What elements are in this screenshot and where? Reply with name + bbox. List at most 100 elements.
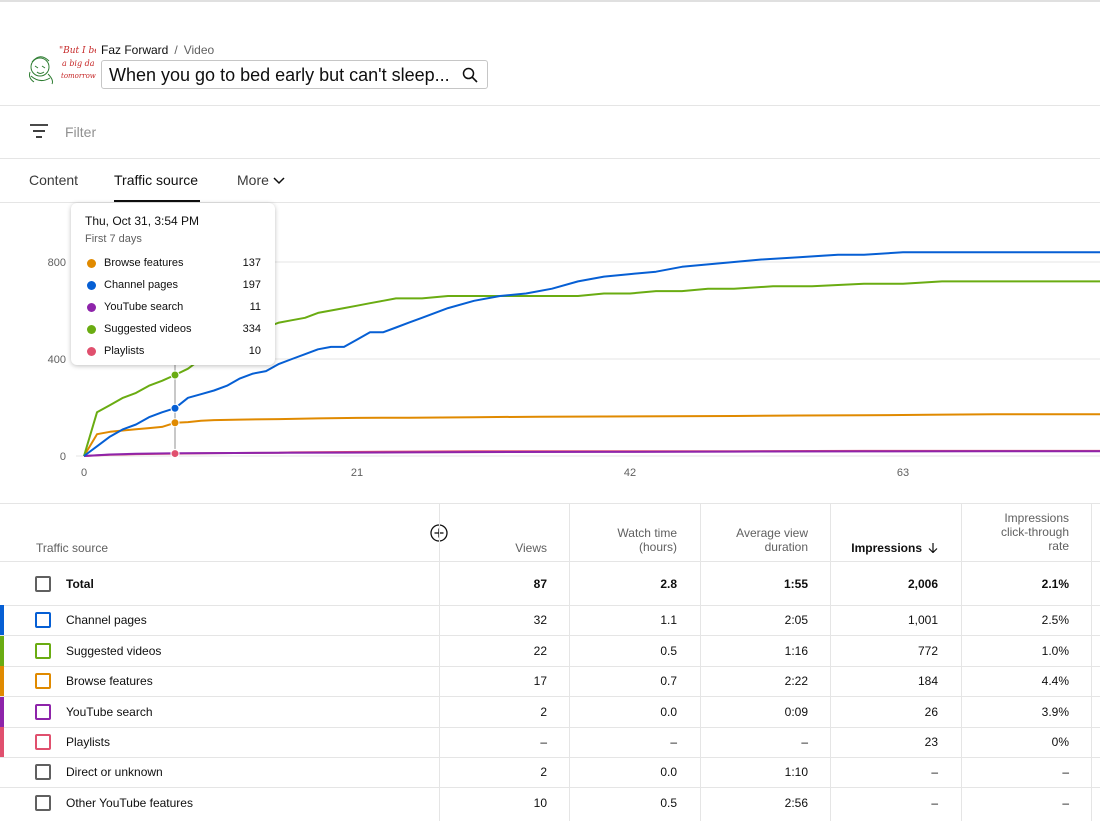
column-header-line: Average view [736,526,808,540]
table-row[interactable]: Suggested videos 22 0.5 1:16 772 1.0% [0,636,1100,666]
avatar-handwriting-2: a big da [62,59,95,68]
row-cell-avg-duration: 1:16 [784,644,808,658]
row-cell-watch-time: 0.5 [660,644,677,658]
row-checkbox[interactable] [35,734,51,750]
row-cell-ctr: – [1062,765,1069,779]
column-header-impressions[interactable]: Impressions [851,541,938,555]
row-cell-watch-time: 2.8 [660,576,677,591]
tooltip-row-name: Channel pages [104,279,179,291]
row-divider [0,666,1100,667]
row-source-name: Total [66,576,94,591]
row-cell-impressions: – [931,796,938,810]
tooltip-dot [87,259,96,268]
y-tick-label: 0 [60,451,66,463]
row-cell-views: 32 [533,613,547,627]
tooltip-row-value: 334 [242,323,261,335]
row-checkbox[interactable] [35,704,51,720]
row-cell-avg-duration: 2:56 [784,796,808,810]
column-header-watch-time[interactable]: Watch time (hours) [617,526,677,554]
table-row[interactable]: Playlists – – – 23 0% [0,727,1100,757]
row-cell-avg-duration: 2:22 [784,674,808,688]
row-cell-impressions: 2,006 [907,576,938,591]
breadcrumb-separator: / [174,43,178,57]
breadcrumb-channel[interactable]: Faz Forward [101,43,169,57]
x-tick-label: 0 [81,467,87,479]
row-source-name: Direct or unknown [66,765,163,779]
search-icon[interactable] [462,67,478,83]
tab-more-label: More [237,172,269,188]
filter-input[interactable]: Filter [65,124,97,140]
video-selector[interactable]: When you go to bed early but can't sleep… [101,60,488,89]
row-cell-avg-duration: 1:55 [783,576,808,591]
row-checkbox[interactable] [35,643,51,659]
active-tab-indicator [114,200,200,202]
table-row[interactable]: Channel pages 32 1.1 2:05 1,001 2.5% [0,605,1100,635]
avatar-handwriting-1: "But I be [59,46,96,56]
tab-traffic-source[interactable]: Traffic source [114,172,199,188]
series-line-suggested-videos[interactable] [83,280,1100,457]
tab-more[interactable]: More [237,172,285,188]
series-color-stripe [0,697,4,727]
row-source-name: Suggested videos [66,644,162,658]
row-divider [0,787,1100,788]
column-header-views[interactable]: Views [515,541,547,555]
row-checkbox[interactable] [35,612,51,628]
sort-descending-icon [928,543,938,553]
tooltip-row-name: Suggested videos [104,323,192,335]
row-cell-views: 17 [533,674,547,688]
series-color-stripe [0,666,4,696]
hover-point-playlists [170,449,180,459]
row-cell-watch-time: 0.5 [660,796,677,810]
video-title[interactable]: When you go to bed early but can't sleep… [109,65,450,85]
row-cell-watch-time: 0.0 [660,765,677,779]
row-cell-watch-time: – [670,735,677,749]
series-color-stripe [0,636,4,666]
table-row[interactable]: Other YouTube features 10 0.5 2:56 – – [0,788,1100,818]
table-row[interactable]: YouTube search 2 0.0 0:09 26 3.9% [0,697,1100,727]
column-header-line: rate [1048,539,1069,553]
tooltip-row-value: 197 [242,279,261,291]
column-divider [961,503,962,821]
tooltip-dot [87,325,96,334]
table-row[interactable]: Direct or unknown 2 0.0 1:10 – – [0,757,1100,787]
row-cell-impressions: 1,001 [907,613,938,627]
tab-content[interactable]: Content [29,172,79,188]
tooltip-dot [87,281,96,290]
series-line-channel-pages[interactable] [83,251,1100,457]
tooltip-row-search: YouTube search 11 [87,300,261,316]
chart-tooltip: Thu, Oct 31, 3:54 PM First 7 days Browse… [71,203,275,365]
row-cell-views: – [540,735,547,749]
row-cell-avg-duration: 1:10 [784,765,808,779]
column-header-ctr[interactable]: Impressions click-through rate [1001,511,1069,553]
row-checkbox[interactable] [35,673,51,689]
chart-divider [0,503,1100,504]
row-source-name: Playlists [66,735,111,749]
row-checkbox[interactable] [35,575,51,592]
x-tick-label: 63 [897,467,909,479]
row-cell-ctr: 2.1% [1041,576,1069,591]
row-checkbox[interactable] [35,764,51,780]
row-cell-watch-time: 0.0 [660,705,677,719]
table-row-total[interactable]: Total 87 2.8 1:55 2,006 2.1% [0,562,1100,605]
column-divider [700,503,701,821]
tooltip-row-value: 137 [242,257,261,269]
hover-point-channel-pages [170,403,180,413]
series-line-browse-features[interactable] [83,413,1100,457]
channel-avatar[interactable]: "But I be a big da tomorrow [26,42,96,86]
column-header-line: Watch time [617,526,677,540]
traffic-chart[interactable]: 0 400 800 0 21 42 63 [0,203,1100,503]
tooltip-row-value: 11 [249,301,261,313]
row-checkbox[interactable] [35,795,51,811]
filter-icon[interactable] [30,124,48,138]
tooltip-row-name: Browse features [104,257,184,269]
row-cell-views: 10 [533,796,547,810]
column-header-avg-duration[interactable]: Average view duration [736,526,808,554]
column-header-traffic-source[interactable]: Traffic source [36,541,109,555]
row-cell-impressions: – [931,765,938,779]
table-row[interactable]: Browse features 17 0.7 2:22 184 4.4% [0,666,1100,696]
column-divider [830,503,831,821]
series-line-youtube-search[interactable] [83,450,1100,457]
header-divider [0,105,1100,106]
top-border [0,0,1100,2]
row-cell-avg-duration: – [801,735,808,749]
